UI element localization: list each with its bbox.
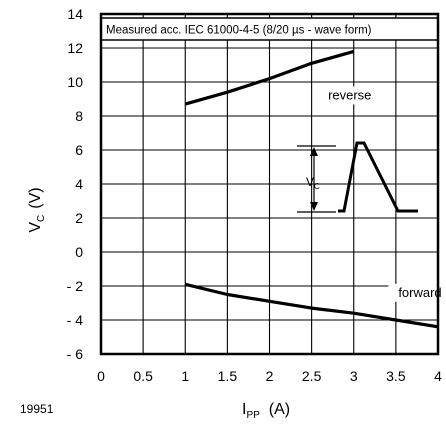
- series-label-bg-reverse: [318, 86, 382, 105]
- x-tick-label: 1.5: [218, 368, 238, 384]
- y-tick-label: - 6: [67, 346, 84, 362]
- series-label-bg-forward: [388, 283, 446, 302]
- x-tick-labels: 0 0.5 1 1.5 2 2.5 3 3.5 4: [97, 368, 442, 384]
- x-axis-label: IPP (A): [242, 401, 290, 421]
- inset-pulse-shape: [338, 141, 418, 213]
- series-layer: reverse forward: [184, 49, 446, 329]
- series-label-forward: forward: [398, 285, 441, 300]
- y-tick-label: - 2: [67, 278, 84, 294]
- annotation-text: Measured acc. IEC 61000-4-5 (8/20 µs - w…: [106, 25, 372, 37]
- series-label-reverse: reverse: [328, 87, 371, 102]
- y-tick-label: 8: [75, 108, 83, 124]
- x-tick-label: 0: [97, 368, 105, 384]
- y-tick-label: 14: [67, 6, 83, 22]
- x-tick-label: 2.5: [302, 368, 322, 384]
- inset-arrow-head-down: [310, 202, 318, 211]
- y-tick-label: 0: [75, 244, 83, 260]
- figure-id: 19951: [20, 402, 54, 416]
- y-tick-label: - 4: [67, 312, 84, 328]
- x-tick-label: 3.5: [386, 368, 406, 384]
- y-tick-label: 2: [75, 210, 83, 226]
- x-tick-label: 4: [434, 368, 442, 384]
- y-axis-label: VC(V): [27, 187, 47, 232]
- inset-waveform: VC: [297, 141, 418, 213]
- y-tick-label: 4: [75, 176, 83, 192]
- plot-frame: [99, 12, 440, 356]
- y-tick-label: 6: [75, 142, 83, 158]
- series-line-reverse: [184, 49, 355, 106]
- y-tick-label: 12: [67, 40, 83, 56]
- x-tick-label: 1: [181, 368, 189, 384]
- x-tick-label: 3: [350, 368, 358, 384]
- y-tick-labels: - 6 - 4 - 2 0 2 4 6 8 10 12 14: [67, 6, 84, 362]
- grid-lines: [101, 14, 438, 354]
- series-line-forward: [184, 282, 439, 329]
- x-tick-label: 2: [266, 368, 274, 384]
- inset-arrow-head-up: [310, 147, 318, 156]
- x-tick-label: 0.5: [133, 368, 153, 384]
- inset-vc-label: VC: [306, 175, 320, 191]
- y-tick-label: 10: [67, 74, 83, 90]
